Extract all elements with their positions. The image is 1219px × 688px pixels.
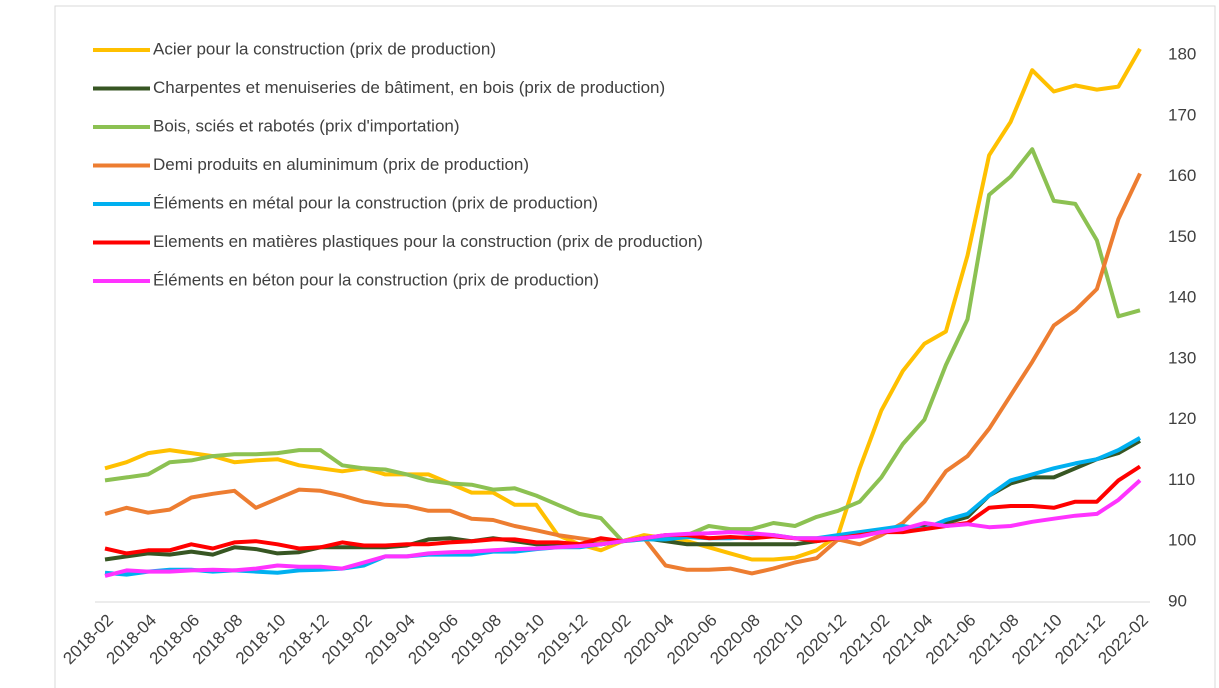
- y-tick-label: 160: [1168, 166, 1196, 185]
- legend-label: Demi produits en aluminimum (prix de pro…: [153, 155, 529, 174]
- y-tick-label: 110: [1168, 470, 1195, 489]
- y-tick-label: 120: [1168, 409, 1196, 428]
- y-tick-label: 90: [1168, 591, 1187, 610]
- legend-label: Éléments en béton pour la construction (…: [153, 270, 599, 289]
- y-tick-label: 170: [1168, 105, 1196, 124]
- legend-label: Elements en matières plastiques pour la …: [153, 232, 703, 251]
- legend-label: Éléments en métal pour la construction (…: [153, 193, 598, 212]
- y-tick-label: 180: [1168, 44, 1196, 63]
- chart-frame: [54, 5, 1216, 688]
- y-tick-label: 140: [1168, 288, 1196, 307]
- series-line: [104, 478, 1142, 578]
- y-tick-label: 150: [1168, 227, 1196, 246]
- y-tick-label: 100: [1168, 531, 1196, 550]
- legend-label: Bois, sciés et rabotés (prix d'importati…: [153, 116, 460, 135]
- y-tick-label: 130: [1168, 348, 1196, 367]
- legend-label: Charpentes et menuiseries de bâtiment, e…: [153, 78, 665, 97]
- legend-label: Acier pour la construction (prix de prod…: [153, 39, 496, 58]
